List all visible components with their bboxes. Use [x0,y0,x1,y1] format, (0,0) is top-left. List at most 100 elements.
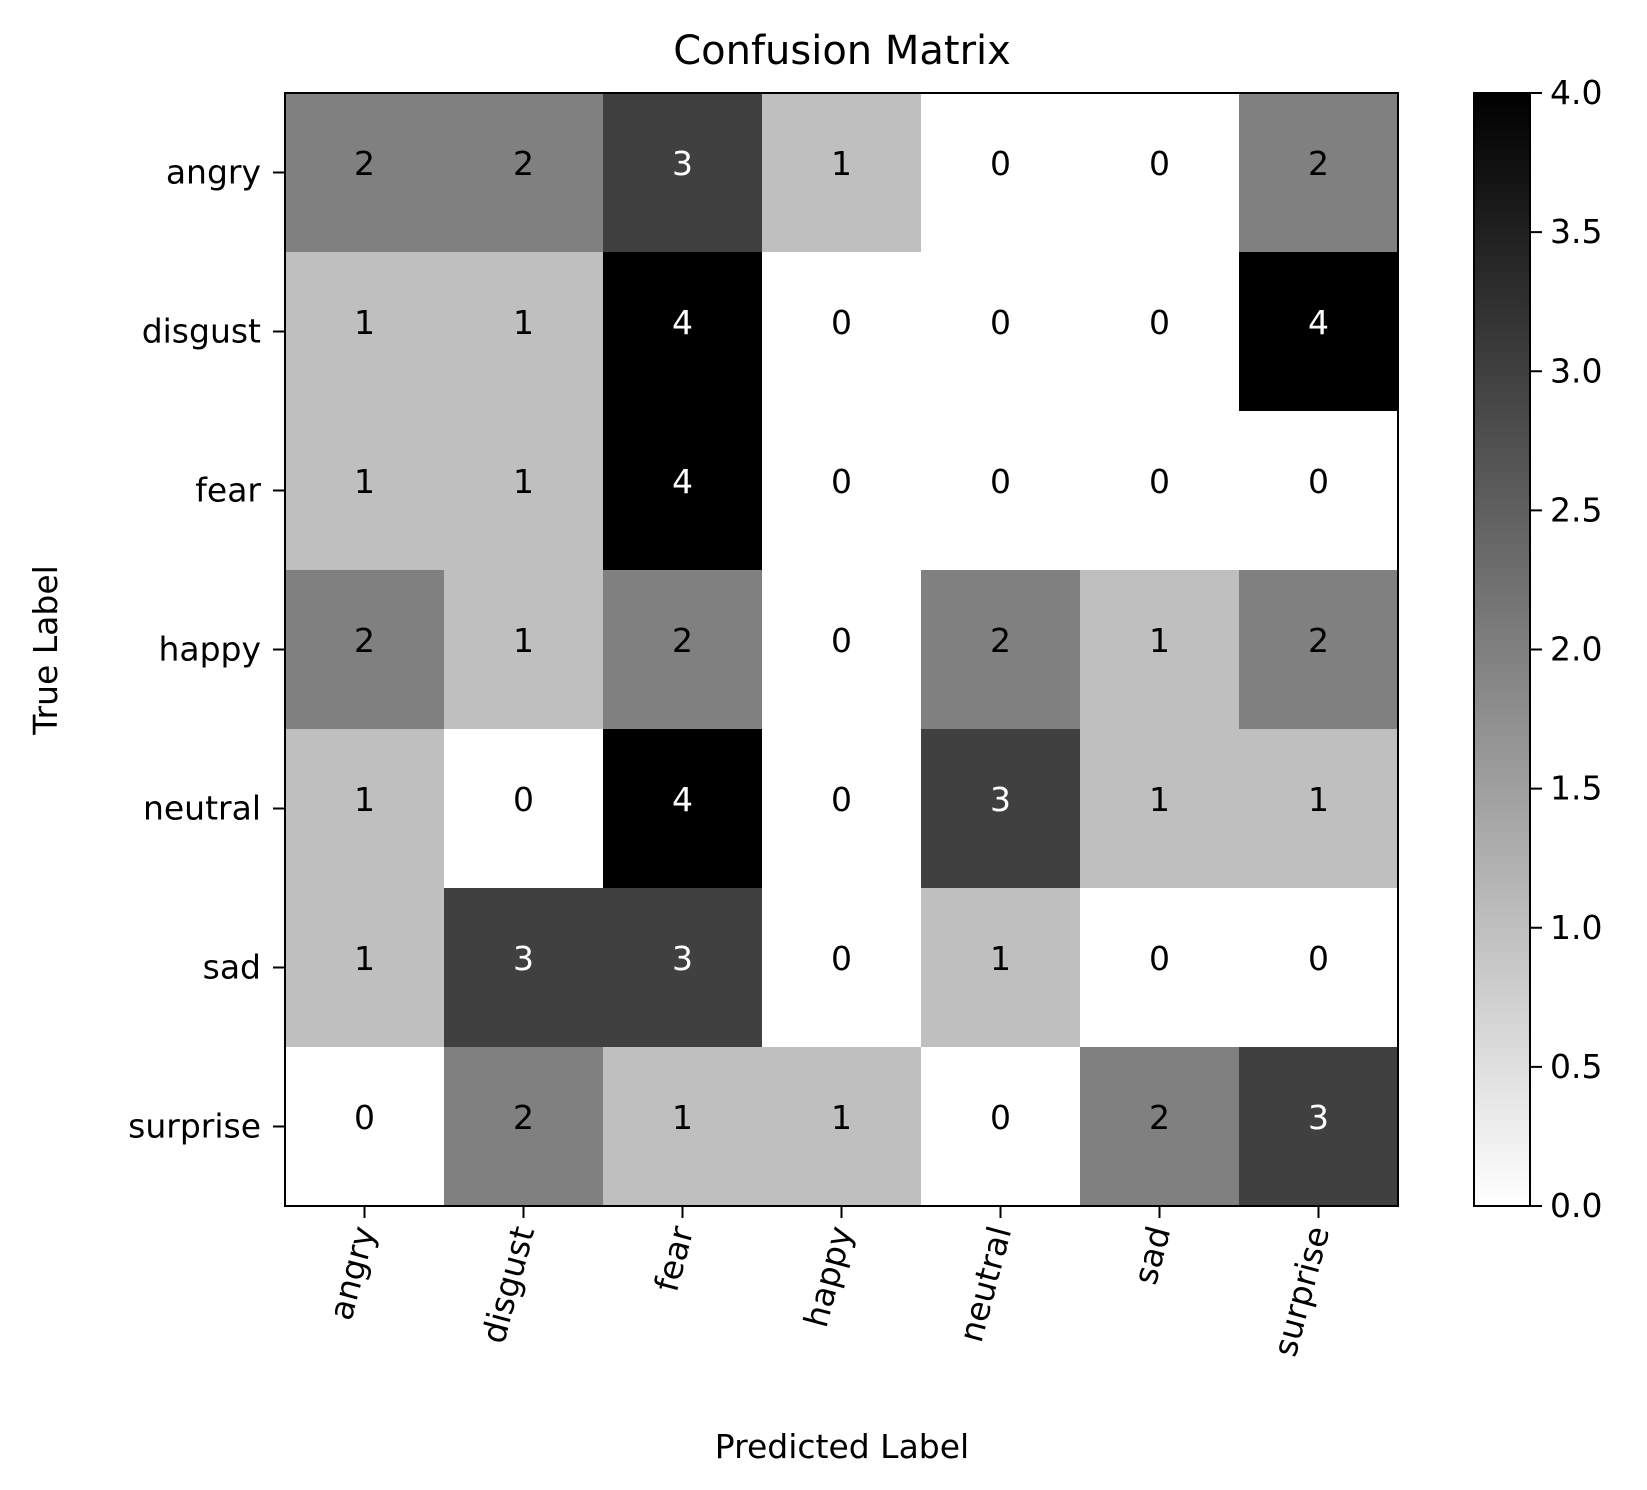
heatmap-cell [921,411,1081,571]
x-axis-label: Predicted Label [715,1427,969,1466]
heatmap-cell [285,93,445,253]
heatmap-cell-label: 2 [354,621,375,660]
colorbar-tick-label: 1.5 [1550,769,1602,808]
heatmap-cell [1080,93,1240,253]
heatmap-cell [285,729,445,889]
heatmap-cell-label: 0 [1308,462,1329,501]
heatmap-cell-label: 3 [672,144,693,183]
heatmap-cell [762,1047,922,1207]
heatmap-cell [603,252,763,412]
heatmap-cell [444,888,604,1048]
heatmap-cell-label: 2 [1308,144,1329,183]
heatmap-cell [444,1047,604,1207]
heatmap-cell-label: 3 [990,780,1011,819]
heatmap-cell-label: 1 [354,939,375,978]
heatmap-cell-label: 1 [672,1098,693,1137]
x-tick-label: sad [1125,1222,1178,1288]
heatmap-cell [921,252,1081,412]
heatmap-cell-label: 4 [672,462,693,501]
heatmap-cell-label: 2 [1308,621,1329,660]
heatmap-cell [1239,1047,1399,1207]
heatmap-cell-label: 1 [513,303,534,342]
colorbar-tick-label: 3.0 [1550,351,1602,390]
colorbar-tick-label: 1.0 [1550,908,1602,947]
colorbar [1473,92,1531,1207]
x-tick-label: surprise [1265,1222,1337,1360]
heatmap-cell [762,252,922,412]
colorbar-tick-label: 2.0 [1550,630,1602,669]
chart-title: Confusion Matrix [673,28,1011,74]
heatmap-cell-label: 0 [990,462,1011,501]
heatmap-cell [762,888,922,1048]
heatmap-cell-label: 0 [1149,939,1170,978]
heatmap-cell-label: 4 [1308,303,1329,342]
x-axis-ticks: angry disgust fear happy neutral sad surprise [321,1206,1337,1360]
heatmap-cell [921,888,1081,1048]
heatmap-cell [603,888,763,1048]
heatmap-cell-label: 0 [513,780,534,819]
heatmap-cell-label: 4 [672,780,693,819]
heatmap-cell-label: 1 [513,621,534,660]
heatmap-cell-label: 1 [354,780,375,819]
heatmap-cell-label: 0 [990,144,1011,183]
heatmap-cell-label: 0 [1149,303,1170,342]
heatmap-cell [1080,411,1240,571]
heatmap-cell [1080,1047,1240,1207]
y-tick-label: happy [158,630,261,669]
heatmap-cell [285,888,445,1048]
y-axis-label: True Label [26,565,65,736]
heatmap-cell [1239,729,1399,889]
heatmap-cell [921,729,1081,889]
heatmap-cell-label: 4 [672,303,693,342]
heatmap-cell-label: 1 [1308,780,1329,819]
heatmap-cell [444,729,604,889]
heatmap-cell [444,411,604,571]
heatmap-cell-label: 0 [1308,939,1329,978]
heatmap-cell-label: 2 [990,621,1011,660]
heatmap-cell [762,570,922,730]
heatmap-cell [921,93,1081,253]
heatmap-cell [285,411,445,571]
heatmap-cell-label: 0 [1149,144,1170,183]
x-tick-label: happy [796,1222,860,1331]
heatmap-cell [1080,252,1240,412]
heatmap-cell-label: 1 [1149,780,1170,819]
heatmap-cell-label: 0 [831,462,852,501]
x-tick-label: neutral [951,1222,1019,1346]
x-tick-label: angry [321,1222,383,1324]
heatmap-cell [1239,411,1399,571]
heatmap-cell [921,570,1081,730]
heatmap-cell-label: 3 [672,939,693,978]
heatmap-cell [285,1047,445,1207]
heatmap-cell [444,570,604,730]
y-tick-label: angry [166,153,261,192]
heatmap-cell-label: 0 [831,780,852,819]
heatmap-cell-label: 1 [1149,621,1170,660]
heatmap-cell-label: 2 [513,1098,534,1137]
colorbar-tick-label: 4.0 [1550,73,1602,112]
heatmap-cell [762,729,922,889]
y-tick-label: fear [195,471,261,510]
heatmap-cell-label: 2 [354,144,375,183]
heatmap-cell-label: 0 [831,303,852,342]
colorbar-tick-label: 0.5 [1550,1047,1602,1086]
heatmap-cell [921,1047,1081,1207]
heatmap-cell [1239,570,1399,730]
heatmap-cell [1080,729,1240,889]
heatmap-cell-label: 0 [831,939,852,978]
heatmap-cell-label: 1 [513,462,534,501]
heatmap-cell [603,93,763,253]
heatmap-cell [762,93,922,253]
heatmap-cell [603,1047,763,1207]
heatmap-cell [285,570,445,730]
heatmap-cell [285,252,445,412]
y-tick-label: sad [203,948,261,987]
heatmap-cell-label: 0 [1149,462,1170,501]
heatmap-cell-label: 0 [831,621,852,660]
heatmap-cell [1080,888,1240,1048]
heatmap-cell-label: 2 [1149,1098,1170,1137]
heatmap-cell-labels: 2 2 3 1 0 0 2 1 1 4 0 0 0 4 1 1 4 0 0 0 0 2 1 2 0 2 1 2 1 0 4 0 3 1 1 1 3 3 0 1… [354,144,1329,1137]
heatmap-cell [1239,93,1399,253]
colorbar-ticks: 0.0 0.5 1.0 1.5 2.0 2.5 3.0 3.5 4.0 [1530,73,1602,1225]
